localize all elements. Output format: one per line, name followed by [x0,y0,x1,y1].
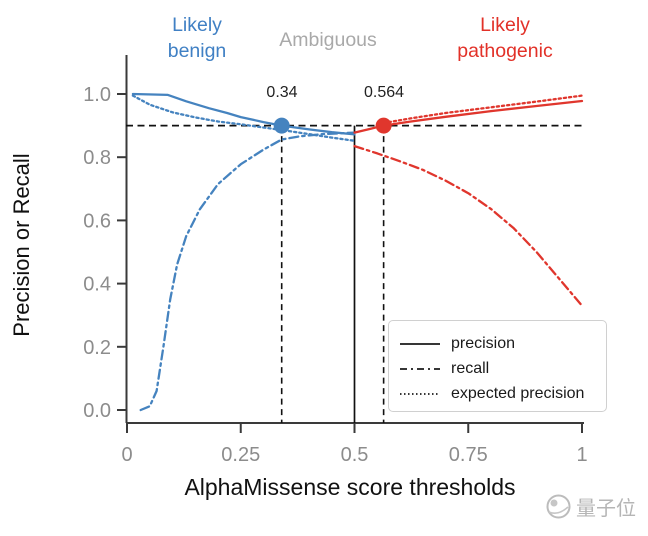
annotation-pathogenic-threshold: 0.564 [363,84,405,101]
y-tick-0.8: 0.8 [83,147,111,169]
legend-label-precision: precision [451,334,516,352]
dotted-line-icon [400,392,440,395]
region-label-benign-line1: Likely [172,14,222,36]
watermark: 量子位 [545,492,636,521]
x-axis-label: AlphaMissense score thresholds [184,474,516,500]
curve-expected-precision-pathogenic [382,94,584,125]
annotation-benign-threshold: 0.34 [266,84,298,101]
qbitai-logo-icon [546,494,571,519]
x-tick-0: 0 [121,444,132,466]
x-tick-0.5: 0.5 [341,444,369,466]
region-label-benign-line2: benign [167,40,227,62]
watermark-text: 量子位 [576,498,636,520]
x-tick-0.75: 0.75 [449,444,488,466]
region-label-likely-pathogenic: Likely pathogenic [457,12,552,64]
curve-recall-benign [139,131,356,412]
legend-label-expected-precision: expected precision [451,384,585,402]
y-tick-0.2: 0.2 [83,337,111,359]
legend-item-expected-precision: expected precision [399,381,606,406]
data-curves [131,92,584,412]
threshold-markers [273,117,392,134]
legend-item-recall: recall [399,356,606,381]
legend-item-precision: precision [399,331,606,356]
region-label-likely-benign: Likely benign [168,12,227,64]
curve-precision-benign [131,92,356,136]
marker-dot-red [375,117,392,134]
x-tick-0.25: 0.25 [221,444,260,466]
x-axis-ticks [126,423,583,433]
region-label-pathogenic-line2: pathogenic [457,40,553,62]
region-label-pathogenic-line1: Likely [480,14,530,36]
y-tick-0.0: 0.0 [83,400,111,422]
y-axis-ticks [117,93,126,411]
region-label-ambiguous: Ambiguous [279,29,377,51]
marker-dot-blue [273,117,290,134]
solid-line-icon [400,342,440,345]
dashdot-line-icon [400,367,440,370]
y-tick-0.6: 0.6 [83,210,111,232]
x-tick-1: 1 [576,444,587,466]
y-tick-1.0: 1.0 [83,84,111,106]
y-tick-0.4: 0.4 [83,274,111,296]
legend: precision recall expected precision [388,320,607,412]
curve-recall-pathogenic [353,144,584,307]
curve-precision-pathogenic [353,99,584,134]
reference-lines [126,124,583,423]
legend-label-recall: recall [451,359,490,377]
